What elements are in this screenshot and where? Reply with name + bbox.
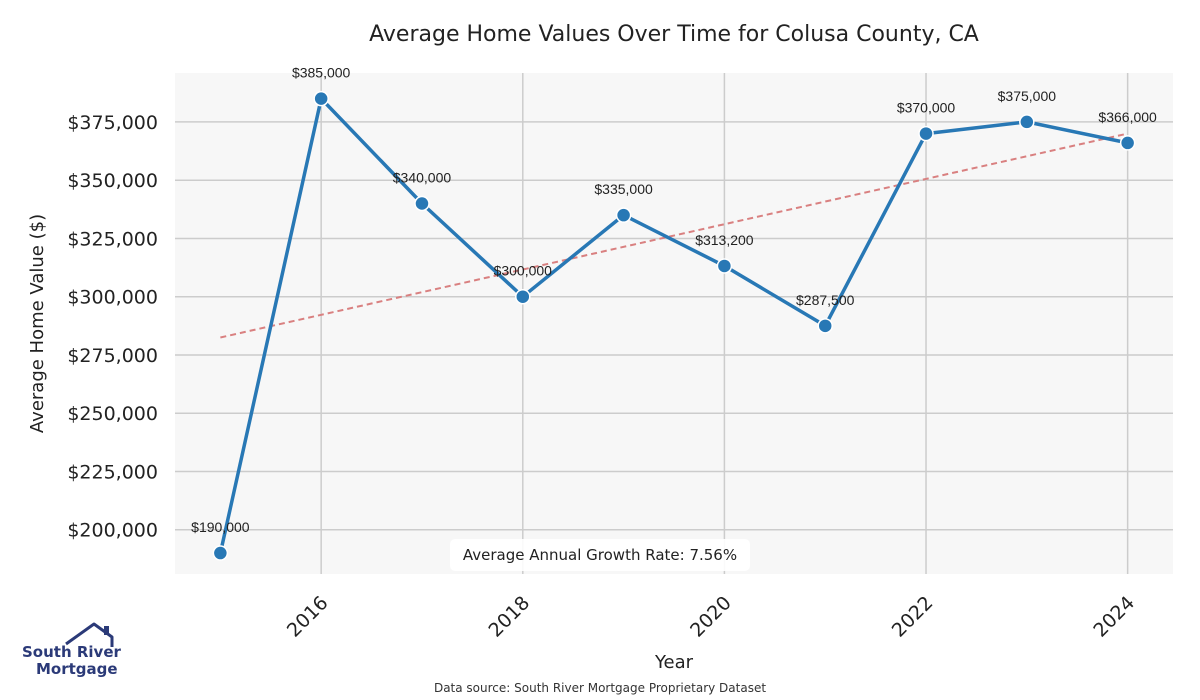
data-label: $370,000 xyxy=(897,100,956,116)
data-point xyxy=(716,258,733,274)
data-label: $313,200 xyxy=(695,232,754,248)
data-point xyxy=(1019,114,1035,130)
growth-rate-box xyxy=(450,539,750,571)
logo-text-line2: Mortgage xyxy=(36,660,118,678)
y-axis-label: Average Home Value ($) xyxy=(27,214,48,433)
data-point xyxy=(515,288,531,305)
y-tick-label: $325,000 xyxy=(67,228,158,250)
logo-text-line1: South River xyxy=(22,643,121,661)
plot-area xyxy=(175,73,1173,574)
y-tick-label: $275,000 xyxy=(67,345,158,367)
x-tick-label: 2016 xyxy=(283,592,333,642)
data-point xyxy=(615,207,632,223)
x-axis-label: Year xyxy=(654,652,694,673)
house-roof-icon xyxy=(65,622,114,647)
data-label: $287,500 xyxy=(796,292,855,308)
data-label: $300,000 xyxy=(494,263,553,279)
x-tick-label: 2020 xyxy=(686,592,736,642)
data-label: $340,000 xyxy=(393,169,452,185)
x-tick-label: 2024 xyxy=(1089,592,1139,642)
y-tick-label: $225,000 xyxy=(67,461,158,483)
data-point xyxy=(313,90,329,107)
y-tick-label: $200,000 xyxy=(67,520,158,542)
data-point xyxy=(918,125,934,142)
data-label: $335,000 xyxy=(594,181,653,197)
south-river-logo: South River Mortgage xyxy=(18,620,128,680)
data-label: $190,000 xyxy=(191,519,250,535)
trend-line xyxy=(220,132,1128,339)
y-tick-label: $250,000 xyxy=(67,403,158,425)
series-line xyxy=(218,96,1128,554)
data-label: $375,000 xyxy=(998,88,1057,104)
data-point xyxy=(1119,135,1136,151)
y-tick-label: $375,000 xyxy=(67,112,158,134)
growth-rate-annotation: Average Annual Growth Rate: 7.56% xyxy=(463,546,737,564)
data-source-note: Data source: South River Mortgage Propri… xyxy=(433,681,767,695)
data-label: $385,000 xyxy=(292,65,351,81)
x-tick-label: 2018 xyxy=(484,592,534,642)
chart-title: Average Home Values Over Time for Colusa… xyxy=(369,22,979,47)
x-tick-label: 2022 xyxy=(888,592,938,642)
data-point xyxy=(414,195,430,212)
data-point xyxy=(817,318,833,334)
y-tick-label: $300,000 xyxy=(67,287,158,309)
data-point xyxy=(212,545,229,561)
data-label: $366,000 xyxy=(1098,109,1157,125)
y-tick-label: $350,000 xyxy=(67,170,158,192)
